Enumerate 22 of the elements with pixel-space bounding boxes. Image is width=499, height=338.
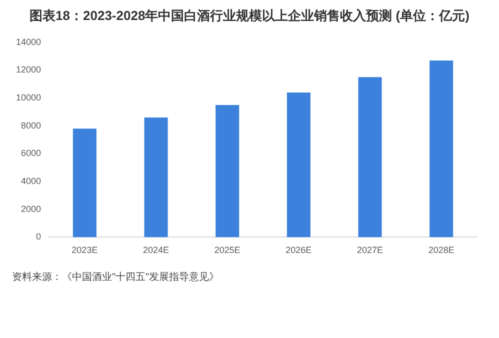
text: 资料来源：《中国酒业"十四五"发展指导意见》 (12, 270, 220, 284)
x-tick-label: 2027E (356, 245, 384, 256)
y-tick-label: 2000 (20, 204, 42, 214)
bar (358, 77, 382, 238)
x-tick-label: 2026E (286, 245, 312, 256)
bar (216, 105, 240, 238)
x-tick-label: 2023E (72, 245, 98, 256)
chart-title: 图表18：2023-2028年中国白酒行业规模以上企业销售收入预测 (单位：亿元) (28, 8, 470, 23)
x-tick-label: 2025E (214, 245, 240, 256)
bar (144, 118, 168, 238)
y-tick-label: 10000 (16, 92, 42, 103)
bar (286, 92, 310, 238)
bar (72, 128, 96, 238)
y-tick-label: 6000 (20, 148, 42, 158)
y-tick-label: 14000 (16, 36, 42, 47)
x-tick-label: 2024E (143, 245, 170, 256)
x-tick-label: 2028E (428, 245, 454, 256)
y-tick-label: 12000 (16, 64, 42, 75)
bar (430, 60, 454, 238)
y-tick-label: 0 (36, 232, 42, 242)
y-tick-label: 4000 (20, 176, 42, 186)
y-tick-label: 8000 (20, 120, 42, 130)
